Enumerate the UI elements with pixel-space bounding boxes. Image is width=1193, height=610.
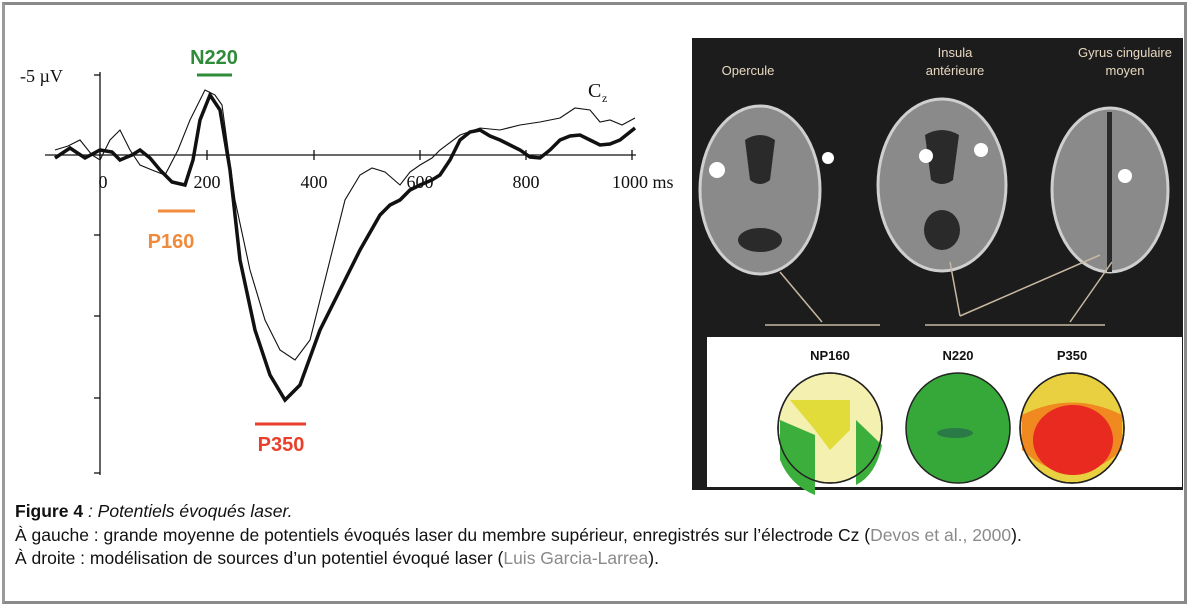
- map-label: NP160: [810, 348, 850, 363]
- x-tick-label: 1000 ms: [612, 172, 674, 192]
- chart-text: -5 µV 0 200 400 600 800 1000 ms C z: [20, 66, 674, 192]
- component-labels: N220 P160 P350: [148, 47, 305, 456]
- brains: [698, 97, 1170, 276]
- component-label: P160: [148, 231, 195, 253]
- source-dots: [709, 143, 1132, 183]
- topo-maps: [777, 372, 1125, 495]
- x-tick-label: 600: [407, 172, 434, 192]
- reference-link[interactable]: Luis Garcia-Larrea: [503, 548, 649, 568]
- channel-sub: z: [602, 91, 607, 105]
- brain-detail: [738, 112, 1112, 272]
- reference-link[interactable]: Devos et al., 2000: [870, 524, 1012, 545]
- x-tick-label: 400: [301, 172, 328, 192]
- region-labels: Opercule Insula antérieure Gyrus cingula…: [722, 45, 1172, 78]
- text: À droite : modélisation de sources d’un …: [15, 548, 504, 568]
- text: ).: [648, 548, 659, 568]
- component-label: P350: [258, 434, 305, 456]
- figure: -5 µV 0 200 400 600 800 1000 ms C z N220…: [20, 38, 1183, 495]
- region-label: Opercule: [722, 63, 775, 78]
- caption-paragraph: À gauche : grande moyenne de potentiels …: [15, 524, 1180, 548]
- channel: C: [588, 80, 601, 102]
- region-label: Gyrus cingulaire: [1078, 45, 1172, 60]
- text: ).: [1011, 524, 1022, 545]
- erp-chart: [45, 72, 637, 475]
- caption: Figure 4 : Potentiels évoqués laser. À g…: [15, 500, 1180, 571]
- region-label: moyen: [1105, 63, 1144, 78]
- region-label: antérieure: [926, 63, 985, 78]
- map-label: P350: [1057, 348, 1087, 363]
- x-tick-label: 800: [513, 172, 540, 192]
- text: À gauche : grande moyenne de potentiels …: [15, 524, 871, 545]
- component-label: N220: [190, 47, 238, 69]
- ticks: [94, 74, 633, 474]
- thick-curve: [54, 91, 637, 403]
- y-label: -5 µV: [20, 66, 63, 86]
- figure-number: Figure 4: [15, 501, 84, 521]
- caption-paragraph: À droite : modélisation de sources d’un …: [15, 547, 1180, 571]
- x-tick-label: 0: [99, 172, 108, 192]
- region-label: Insula: [938, 45, 973, 60]
- x-tick-label: 200: [194, 172, 221, 192]
- map-label: N220: [942, 348, 973, 363]
- figure-title: : Potentiels évoqués laser.: [83, 501, 293, 521]
- map-labels: NP160 N220 P350: [810, 348, 1087, 363]
- thin-curve: [54, 89, 636, 361]
- caption-title: Figure 4 : Potentiels évoqués laser.: [15, 500, 1180, 524]
- connectors: [765, 254, 1113, 326]
